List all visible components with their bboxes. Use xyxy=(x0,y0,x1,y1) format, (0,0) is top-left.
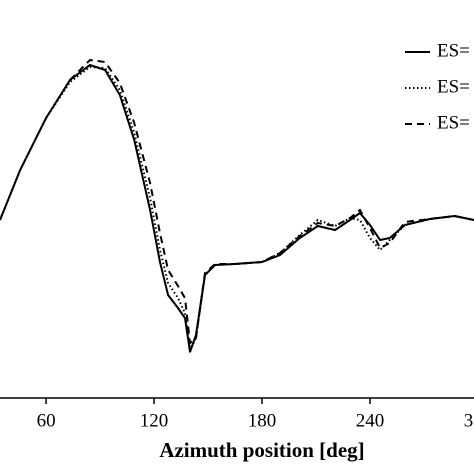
legend-label: ES= xyxy=(437,40,470,61)
x-axis-title: Azimuth position [deg] xyxy=(159,438,364,462)
legend-label: ES= xyxy=(437,112,470,133)
series-line xyxy=(0,65,474,354)
series-line xyxy=(69,58,474,345)
legend-label: ES= xyxy=(437,76,470,97)
x-tick-label: 60 xyxy=(37,410,56,431)
x-tick-label: 180 xyxy=(248,410,277,431)
x-tick-label: 240 xyxy=(356,410,385,431)
x-tick-label: 300 xyxy=(464,410,474,431)
x-tick-label: 120 xyxy=(140,410,169,431)
series-line xyxy=(0,63,474,353)
